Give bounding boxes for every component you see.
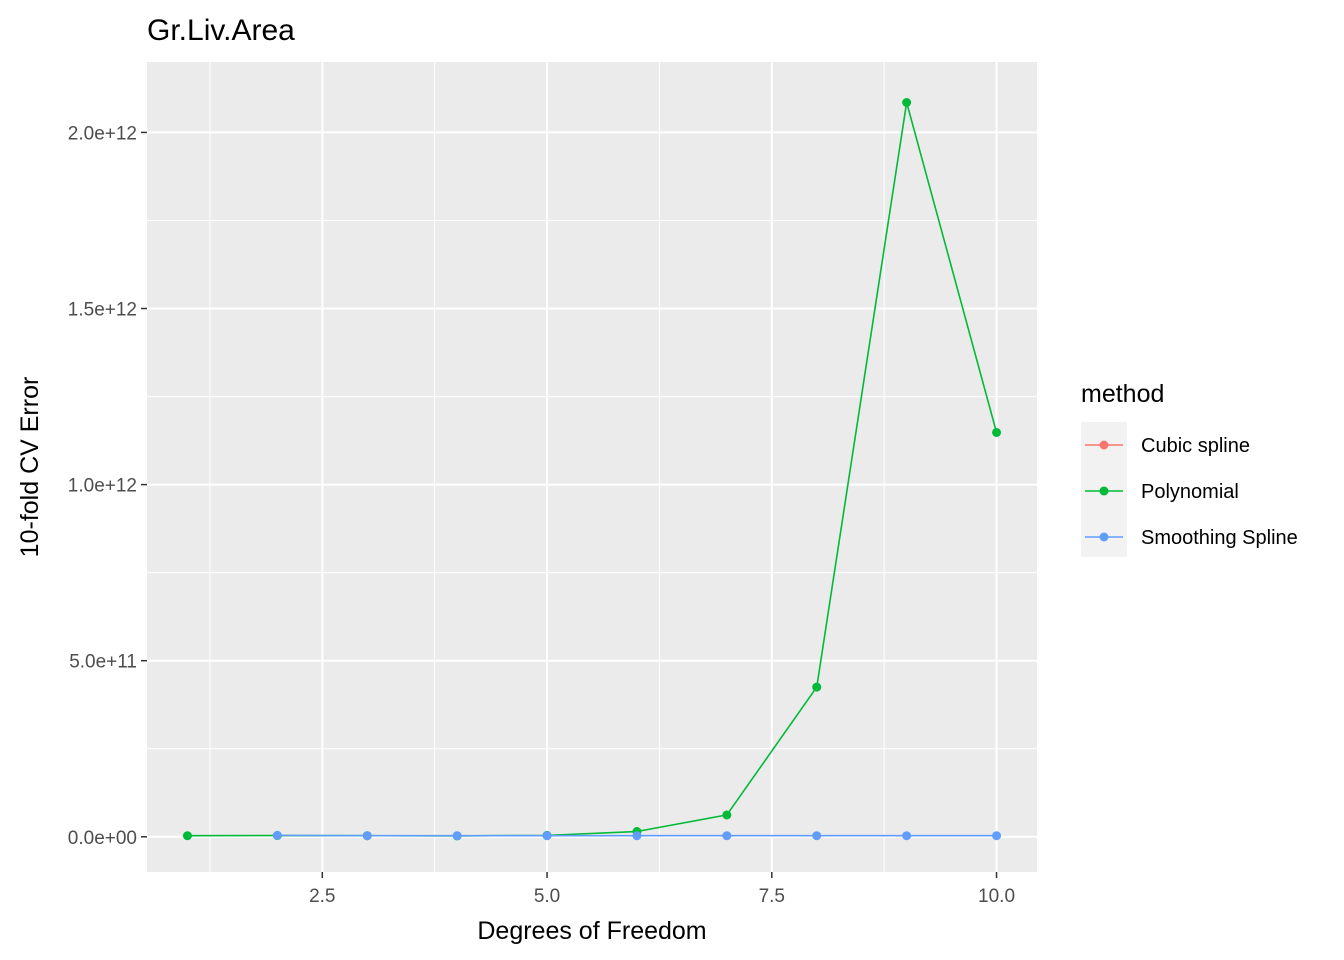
legend-title: method: [1081, 380, 1164, 408]
legend-key-point: [1099, 486, 1109, 496]
y-tick-label: 1.5e+12: [68, 300, 137, 321]
x-tick-label: 2.5: [309, 886, 335, 907]
data-series: [182, 98, 1002, 841]
plot-panel: [147, 62, 1037, 872]
data-point-smoothing-spline: [902, 831, 912, 841]
y-axis: 0.0e+00 5.0e+11 1.0e+12 1.5e+12 2.0e+12: [68, 123, 147, 849]
data-point-smoothing-spline: [632, 831, 642, 841]
data-point-polynomial: [722, 810, 732, 820]
series-smoothing-spline: [272, 830, 1002, 841]
legend-item-polynomial: Polynomial: [1085, 481, 1239, 503]
data-point-smoothing-spline: [812, 831, 822, 841]
data-point-smoothing-spline: [452, 831, 462, 841]
data-point-polynomial: [902, 98, 912, 107]
x-tick-label: 7.5: [759, 886, 785, 907]
y-tick-label: 5.0e+11: [69, 652, 137, 673]
x-tick-label: 10.0: [978, 886, 1015, 907]
legend-item-smoothing-spline: Smoothing Spline: [1085, 527, 1298, 549]
y-tick-label: 1.0e+12: [68, 476, 137, 497]
legend-key-point: [1099, 532, 1109, 542]
data-point-smoothing-spline: [542, 831, 552, 841]
y-tick-label: 2.0e+12: [68, 123, 137, 144]
legend-label: Smoothing Spline: [1141, 527, 1298, 549]
legend-key-point: [1099, 440, 1109, 450]
data-point-smoothing-spline: [992, 831, 1002, 841]
data-point-polynomial: [992, 427, 1002, 437]
chart-title: Gr.Liv.Area: [147, 14, 295, 47]
legend-label: Polynomial: [1141, 481, 1239, 503]
data-point-smoothing-spline: [272, 830, 282, 840]
data-point-polynomial: [812, 682, 822, 692]
legend-item-cubic-spline: Cubic spline: [1085, 435, 1250, 457]
y-tick-label: 0.0e+00: [68, 828, 137, 849]
x-tick-label: 5.0: [534, 886, 560, 907]
data-point-smoothing-spline: [362, 831, 372, 841]
data-point-smoothing-spline: [722, 831, 732, 841]
data-point-polynomial: [182, 831, 192, 841]
y-axis-label: 10-fold CV Error: [16, 377, 44, 558]
legend-items: Cubic spline Polynomial Smoothing Spline: [1085, 435, 1298, 549]
legend-label: Cubic spline: [1141, 435, 1250, 457]
legend: method Cubic spline Polynomial Smoothing S…: [1081, 380, 1298, 557]
x-axis: 2.5 5.0 7.5 10.0: [309, 872, 1015, 907]
x-axis-label: Degrees of Freedom: [477, 917, 706, 945]
gridlines: [147, 62, 1037, 872]
